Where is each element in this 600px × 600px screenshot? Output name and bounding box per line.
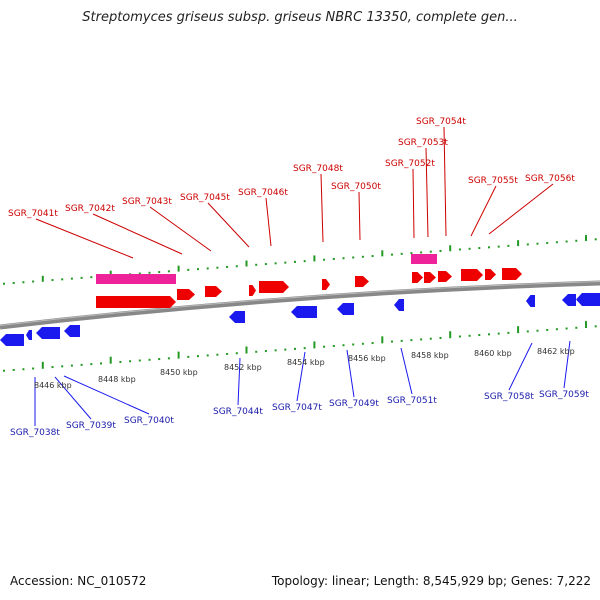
label-leader-line <box>400 347 413 395</box>
label-leader-line <box>35 218 134 259</box>
scale-label: 8450 kbp <box>160 368 198 377</box>
label-leader-line <box>320 173 324 243</box>
reverse-gene-label[interactable]: SGR_7039t <box>66 421 116 431</box>
label-leader-line <box>443 126 447 237</box>
forward-gene-label[interactable]: SGR_7046t <box>238 188 288 198</box>
reverse-gene-arrow[interactable] <box>291 306 317 318</box>
reverse-gene-arrow[interactable] <box>337 303 354 315</box>
map-title: Streptomyces griseus subsp. griseus NBRC… <box>82 10 518 25</box>
label-leader-line <box>358 191 361 241</box>
scale-label: 8452 kbp <box>224 363 262 372</box>
reverse-gene-arrow[interactable] <box>526 295 535 307</box>
forward-gene-arrow[interactable] <box>438 271 452 282</box>
reverse-gene-label[interactable]: SGR_7044t <box>213 407 263 417</box>
forward-gene-label[interactable]: SGR_7055t <box>468 176 518 186</box>
label-leader-line <box>63 375 150 415</box>
scale-label: 8446 kbp <box>34 381 72 390</box>
reverse-gene-arrow[interactable] <box>394 299 404 311</box>
forward-gene-arrow[interactable] <box>96 296 176 308</box>
reverse-gene-arrow[interactable] <box>562 294 576 306</box>
rna-gene-bar[interactable] <box>411 254 437 264</box>
label-leader-line <box>425 147 429 238</box>
forward-gene-arrow[interactable] <box>412 272 423 283</box>
label-leader-line <box>149 206 212 252</box>
label-leader-line <box>346 349 355 398</box>
forward-gene-arrow[interactable] <box>259 281 289 293</box>
label-leader-line <box>207 202 250 248</box>
forward-gene-label[interactable]: SGR_7043t <box>122 197 172 207</box>
label-leader-line <box>92 213 183 255</box>
reverse-gene-arrow[interactable] <box>64 325 80 337</box>
reverse-gene-label[interactable]: SGR_7058t <box>484 392 534 402</box>
reverse-gene-label[interactable]: SGR_7038t <box>10 428 60 438</box>
forward-gene-label[interactable]: SGR_7052t <box>385 159 435 169</box>
reverse-gene-arrow[interactable] <box>576 293 600 306</box>
reverse-gene-arrow[interactable] <box>229 311 245 323</box>
label-leader-line <box>470 185 497 237</box>
scale-label: 8458 kbp <box>411 351 449 360</box>
forward-gene-label[interactable]: SGR_7048t <box>293 164 343 174</box>
forward-gene-arrow[interactable] <box>424 272 436 283</box>
genome-axis-highlight <box>0 281 600 326</box>
forward-gene-arrow[interactable] <box>205 286 222 297</box>
label-leader-line <box>488 183 554 235</box>
forward-gene-arrow[interactable] <box>177 289 195 300</box>
forward-gene-label[interactable]: SGR_7050t <box>331 182 381 192</box>
forward-gene-label[interactable]: SGR_7056t <box>525 174 575 184</box>
scale-labels: 8446 kbp 8448 kbp 8450 kbp 8452 kbp 8454 kbp… <box>34 347 575 390</box>
label-leader-line <box>296 351 306 402</box>
forward-gene-arrow[interactable] <box>461 269 483 281</box>
forward-gene-label[interactable]: SGR_7042t <box>65 204 115 214</box>
scale-label: 8448 kbp <box>98 375 136 384</box>
scale-label: 8454 kbp <box>287 358 325 367</box>
accession-text: Accession: NC_010572 <box>10 574 147 588</box>
forward-gene-label[interactable]: SGR_7053t <box>398 138 448 148</box>
scale-label: 8460 kbp <box>474 349 512 358</box>
forward-gene-arrow[interactable] <box>502 268 522 280</box>
forward-gene-arrow[interactable] <box>355 276 369 287</box>
reverse-gene-arrow[interactable] <box>26 330 32 340</box>
scale-label: 8456 kbp <box>348 354 386 363</box>
reverse-gene-labels: SGR_7038t SGR_7039t SGR_7040t SGR_7044t SGR_… <box>10 340 589 438</box>
label-leader-line <box>237 357 241 406</box>
forward-gene-arrow[interactable] <box>322 279 330 290</box>
rna-gene-track <box>96 254 437 284</box>
reverse-gene-label[interactable]: SGR_7040t <box>124 416 174 426</box>
reverse-gene-track <box>0 293 600 346</box>
reverse-gene-label[interactable]: SGR_7059t <box>539 390 589 400</box>
lower-scale-ruler <box>3 321 597 372</box>
reverse-gene-label[interactable]: SGR_7049t <box>329 399 379 409</box>
genome-axis <box>0 280 600 330</box>
reverse-gene-label[interactable]: SGR_7051t <box>387 396 437 406</box>
label-leader-line <box>412 168 415 239</box>
forward-gene-label[interactable]: SGR_7041t <box>8 209 58 219</box>
reverse-gene-arrow[interactable] <box>0 334 24 346</box>
reverse-gene-arrow[interactable] <box>36 327 60 339</box>
reverse-gene-label[interactable]: SGR_7047t <box>272 403 322 413</box>
forward-gene-labels: SGR_7041t SGR_7042t SGR_7043t SGR_7045t SGR_… <box>8 117 575 259</box>
genome-summary-text: Topology: linear; Length: 8,545,929 bp; … <box>271 574 591 588</box>
forward-gene-label[interactable]: SGR_7054t <box>416 117 466 127</box>
forward-gene-label[interactable]: SGR_7045t <box>180 193 230 203</box>
label-leader-line <box>508 342 533 391</box>
label-leader-line <box>54 376 92 420</box>
scale-label: 8462 kbp <box>537 347 575 356</box>
rna-gene-bar[interactable] <box>96 274 176 284</box>
label-leader-line <box>265 197 272 247</box>
forward-gene-arrow[interactable] <box>485 269 496 280</box>
forward-gene-track <box>96 268 522 308</box>
label-leader-line <box>563 340 571 389</box>
forward-gene-arrow[interactable] <box>249 285 256 296</box>
